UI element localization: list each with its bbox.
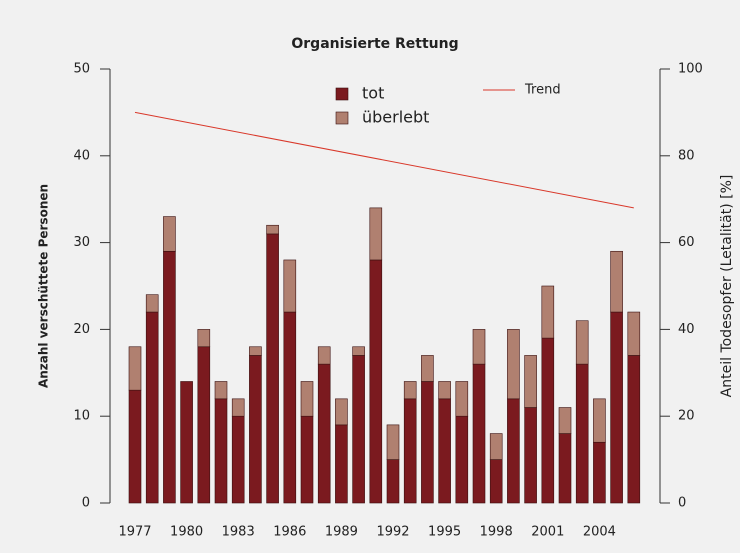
bar-segment <box>541 337 555 504</box>
bar-segment <box>541 285 555 339</box>
bar-segment <box>489 459 503 504</box>
bar-segment <box>335 424 348 504</box>
bar-segment <box>455 381 469 417</box>
bar-segment <box>489 433 503 460</box>
legend-swatch <box>335 111 349 125</box>
trend-line <box>134 111 634 209</box>
legend-label: tot <box>362 84 384 103</box>
y-tick-label: 10 <box>73 409 90 424</box>
x-tick-label: 2001 <box>531 525 564 540</box>
bar-segment <box>575 363 589 504</box>
bar-segment <box>266 224 279 235</box>
bar-segment <box>197 329 211 348</box>
bar-segment <box>249 355 262 504</box>
bar-segment <box>283 311 297 504</box>
bar-segment <box>163 250 176 504</box>
legend-label: Trend <box>524 83 561 98</box>
bar-segment <box>593 398 606 443</box>
bar-segment <box>610 311 623 504</box>
bar-segment <box>128 389 142 504</box>
x-tick-label: 1998 <box>480 525 513 540</box>
y-axis-label: Anzahl verschüttete Personen <box>37 184 51 388</box>
bar-segment <box>352 346 365 356</box>
bar-segment <box>369 259 383 504</box>
bar-segment <box>128 346 142 391</box>
bar-segment <box>524 355 537 408</box>
bar-segment <box>352 355 365 504</box>
y2-tick-label: 80 <box>678 148 695 163</box>
bar-segment <box>507 398 520 504</box>
bar-segment <box>214 381 228 400</box>
bar-segment <box>558 407 572 434</box>
legend-swatch <box>335 87 349 101</box>
y-tick-label: 20 <box>73 322 90 337</box>
x-tick-label: 1989 <box>325 525 358 540</box>
bar-segment <box>231 415 245 504</box>
x-tick-label: 1977 <box>118 525 151 540</box>
bar-segment <box>575 320 589 365</box>
bar-segment <box>180 381 193 504</box>
bar-segment <box>163 216 176 252</box>
y2-tick-label: 60 <box>678 235 695 250</box>
bar-segment <box>249 346 262 356</box>
bar-segment <box>214 398 228 504</box>
bar-segment <box>524 407 537 504</box>
bar-segment <box>438 398 451 504</box>
bar-segment <box>403 381 417 400</box>
x-tick-label: 1980 <box>170 525 203 540</box>
legend-label: überlebt <box>362 108 429 127</box>
bar-segment <box>369 207 383 261</box>
bar-segment <box>610 250 623 313</box>
bar-segment <box>145 294 159 313</box>
bar-segment <box>558 433 572 504</box>
bar-segment <box>627 311 641 356</box>
bar-segment <box>300 415 314 504</box>
x-tick-label: 1986 <box>273 525 306 540</box>
chart-title: Organisierte Rettung <box>291 36 458 52</box>
x-tick-label: 1983 <box>222 525 255 540</box>
bar-segment <box>317 363 331 504</box>
y-tick-label: 0 <box>82 496 90 511</box>
y2-axis-label: Anteil Todesopfer (Letalität) [%] <box>719 175 735 398</box>
x-tick-label: 1995 <box>428 525 461 540</box>
bar-segment <box>627 355 641 504</box>
y-tick-label: 50 <box>73 62 90 77</box>
bar-segment <box>507 329 520 400</box>
bar-segment <box>386 459 400 504</box>
bar-segment <box>231 398 245 417</box>
bar-segment <box>438 381 451 400</box>
y-tick-label: 30 <box>73 235 90 250</box>
bar-segment <box>421 381 434 504</box>
bar-segment <box>472 363 486 504</box>
y2-tick-label: 40 <box>678 322 695 337</box>
bar-segment <box>145 311 159 504</box>
bar-segment <box>197 346 211 504</box>
bar-segment <box>317 346 331 365</box>
bar-segment <box>335 398 348 426</box>
y2-tick-label: 100 <box>678 62 703 77</box>
bar-segment <box>283 259 297 313</box>
bar-segment <box>421 355 434 382</box>
bar-segment <box>386 424 400 460</box>
bar-segment <box>403 398 417 504</box>
bar-segment <box>300 381 314 417</box>
bar-segment <box>455 415 469 504</box>
x-tick-label: 2004 <box>583 525 616 540</box>
y-tick-label: 40 <box>73 148 90 163</box>
bar-segment <box>472 329 486 365</box>
x-tick-label: 1992 <box>376 525 409 540</box>
bar-segment <box>266 233 279 504</box>
y2-tick-label: 0 <box>678 496 686 511</box>
bar-segment <box>593 441 606 504</box>
y2-tick-label: 20 <box>678 409 695 424</box>
